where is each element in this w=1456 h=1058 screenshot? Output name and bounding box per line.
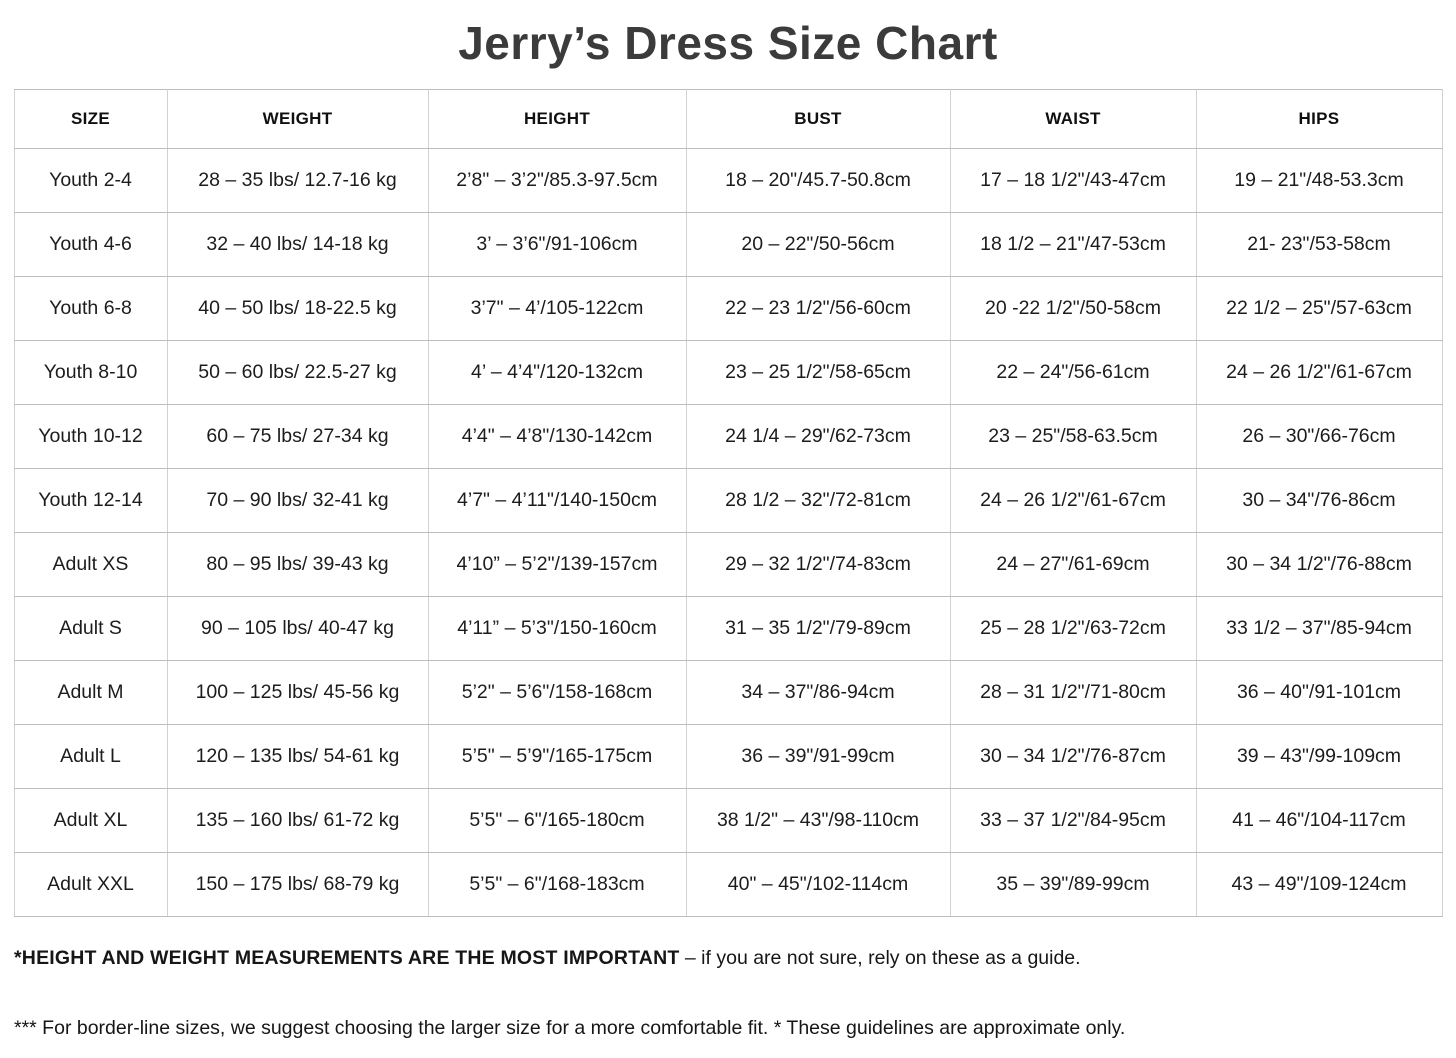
table-cell: 100 – 125 lbs/ 45-56 kg — [166, 660, 429, 725]
table-cell: 5’5" – 6"/165-180cm — [427, 788, 687, 853]
table-cell: 80 – 95 lbs/ 39-43 kg — [166, 532, 429, 597]
table-row: Adult XS 80 – 95 lbs/ 39-43 kg 4’10” – 5’2… — [13, 532, 1443, 597]
table-cell: 22 – 23 1/2"/56-60cm — [685, 276, 951, 341]
table-cell: 24 – 27"/61-69cm — [949, 532, 1197, 597]
table-cell: 4’10” – 5’2"/139-157cm — [427, 532, 687, 597]
column-header: BUST — [685, 89, 951, 149]
table-cell: 24 – 26 1/2"/61-67cm — [1195, 340, 1443, 405]
table-cell: 4’11” – 5’3"/150-160cm — [427, 596, 687, 661]
table-cell: 34 – 37"/86-94cm — [685, 660, 951, 725]
table-cell: 35 – 39"/89-99cm — [949, 852, 1197, 917]
size-cell: Youth 6-8 — [13, 276, 168, 341]
size-cell: Youth 4-6 — [13, 212, 168, 277]
table-cell: 4’ – 4’4"/120-132cm — [427, 340, 687, 405]
table-cell: 20 – 22"/50-56cm — [685, 212, 951, 277]
table-cell: 25 – 28 1/2"/63-72cm — [949, 596, 1197, 661]
table-cell: 120 – 135 lbs/ 54-61 kg — [166, 724, 429, 789]
size-cell: Youth 12-14 — [13, 468, 168, 533]
page-title: Jerry’s Dress Size Chart — [458, 17, 998, 69]
table-cell: 33 1/2 – 37"/85-94cm — [1195, 596, 1443, 661]
table-cell: 30 – 34"/76-86cm — [1195, 468, 1443, 533]
table-row: Adult XL 135 – 160 lbs/ 61-72 kg 5’5" – 6"… — [13, 788, 1443, 853]
table-cell: 60 – 75 lbs/ 27-34 kg — [166, 404, 429, 469]
table-cell: 20 -22 1/2"/50-58cm — [949, 276, 1197, 341]
table-cell: 21- 23"/53-58cm — [1195, 212, 1443, 277]
table-cell: 28 1/2 – 32"/72-81cm — [685, 468, 951, 533]
table-cell: 32 – 40 lbs/ 14-18 kg — [166, 212, 429, 277]
table-cell: 26 – 30"/66-76cm — [1195, 404, 1443, 469]
column-header: WEIGHT — [166, 89, 429, 149]
table-row: Adult S 90 – 105 lbs/ 40-47 kg 4’11” – 5’3… — [13, 596, 1443, 661]
table-cell: 19 – 21"/48-53.3cm — [1195, 148, 1443, 213]
table-cell: 28 – 35 lbs/ 12.7-16 kg — [166, 148, 429, 213]
table-cell: 41 – 46"/104-117cm — [1195, 788, 1443, 853]
column-header: SIZE — [13, 89, 168, 149]
table-row: Youth 10-12 60 – 75 lbs/ 27-34 kg 4’4" – 4… — [13, 404, 1443, 469]
size-cell: Youth 8-10 — [13, 340, 168, 405]
table-cell: 38 1/2" – 43"/98-110cm — [685, 788, 951, 853]
table-row: Youth 6-8 40 – 50 lbs/ 18-22.5 kg 3’7" – 4… — [13, 276, 1443, 341]
table-row: Adult L 120 – 135 lbs/ 54-61 kg 5’5" – 5’9… — [13, 724, 1443, 789]
table-row: Youth 8-10 50 – 60 lbs/ 22.5-27 kg 4’ – 4’… — [13, 340, 1443, 405]
table-cell: 33 – 37 1/2"/84-95cm — [949, 788, 1197, 853]
table-body: Youth 2-4 28 – 35 lbs/ 12.7-16 kg 2’8" – 3… — [13, 148, 1443, 917]
table-cell: 70 – 90 lbs/ 32-41 kg — [166, 468, 429, 533]
table-cell: 23 – 25 1/2"/58-65cm — [685, 340, 951, 405]
table-cell: 50 – 60 lbs/ 22.5-27 kg — [166, 340, 429, 405]
table-cell: 18 – 20"/45.7-50.8cm — [685, 148, 951, 213]
size-cell: Adult S — [13, 596, 168, 661]
size-cell: Adult XL — [13, 788, 168, 853]
table-cell: 5’5" – 6"/168-183cm — [427, 852, 687, 917]
table-cell: 5’5" – 5’9"/165-175cm — [427, 724, 687, 789]
table-cell: 4’7" – 4’11"/140-150cm — [427, 468, 687, 533]
table-cell: 29 – 32 1/2"/74-83cm — [685, 532, 951, 597]
footnote-rest-text: – if you are not sure, rely on these as … — [679, 947, 1081, 969]
header-row: SIZE WEIGHT HEIGHT BUST WAIST HIPS — [13, 89, 1443, 149]
table-cell: 4’4" – 4’8"/130-142cm — [427, 404, 687, 469]
table-cell: 23 – 25"/58-63.5cm — [949, 404, 1197, 469]
size-cell: Adult L — [13, 724, 168, 789]
table-cell: 135 – 160 lbs/ 61-72 kg — [166, 788, 429, 853]
table-row: Youth 2-4 28 – 35 lbs/ 12.7-16 kg 2’8" – 3… — [13, 148, 1443, 213]
size-cell: Adult M — [13, 660, 168, 725]
table-cell: 30 – 34 1/2"/76-87cm — [949, 724, 1197, 789]
table-cell: 36 – 39"/91-99cm — [685, 724, 951, 789]
column-header: HIPS — [1195, 89, 1443, 149]
size-cell: Youth 2-4 — [13, 148, 168, 213]
footnotes: *HEIGHT AND WEIGHT MEASUREMENTS ARE THE … — [14, 946, 1442, 1040]
table-cell: 17 – 18 1/2"/43-47cm — [949, 148, 1197, 213]
table-cell: 39 – 43"/99-109cm — [1195, 724, 1443, 789]
table-row: Youth 12-14 70 – 90 lbs/ 32-41 kg 4’7" – 4… — [13, 468, 1443, 533]
table-cell: 3’ – 3’6"/91-106cm — [427, 212, 687, 277]
size-cell: Adult XXL — [13, 852, 168, 917]
table-cell: 3’7" – 4’/105-122cm — [427, 276, 687, 341]
table-cell: 18 1/2 – 21"/47-53cm — [949, 212, 1197, 277]
table-cell: 22 – 24"/56-61cm — [949, 340, 1197, 405]
size-chart-table: SIZE WEIGHT HEIGHT BUST WAIST HIPS Youth 2-4 2… — [13, 89, 1443, 917]
table-cell: 90 – 105 lbs/ 40-47 kg — [166, 596, 429, 661]
footnote-height-weight: *HEIGHT AND WEIGHT MEASUREMENTS ARE THE … — [14, 946, 1442, 970]
footnote-bold-text: *HEIGHT AND WEIGHT MEASUREMENTS ARE THE … — [14, 947, 680, 969]
column-header: WAIST — [949, 89, 1197, 149]
size-cell: Youth 10-12 — [13, 404, 168, 469]
size-cell: Adult XS — [13, 532, 168, 597]
table-cell: 24 – 26 1/2"/61-67cm — [949, 468, 1197, 533]
table-cell: 2’8" – 3’2"/85.3-97.5cm — [427, 148, 687, 213]
table-cell: 43 – 49"/109-124cm — [1195, 852, 1443, 917]
table-cell: 24 1/4 – 29"/62-73cm — [685, 404, 951, 469]
table-cell: 150 – 175 lbs/ 68-79 kg — [166, 852, 429, 917]
table-cell: 40" – 45"/102-114cm — [685, 852, 951, 917]
table-cell: 40 – 50 lbs/ 18-22.5 kg — [166, 276, 429, 341]
table-row: Youth 4-6 32 – 40 lbs/ 14-18 kg 3’ – 3’6"/… — [13, 212, 1443, 277]
table-cell: 22 1/2 – 25"/57-63cm — [1195, 276, 1443, 341]
table-cell: 31 – 35 1/2"/79-89cm — [685, 596, 951, 661]
table-cell: 28 – 31 1/2"/71-80cm — [949, 660, 1197, 725]
table-cell: 30 – 34 1/2"/76-88cm — [1195, 532, 1443, 597]
footnote-borderline-sizes: *** For border-line sizes, we suggest ch… — [14, 1017, 1126, 1039]
table-cell: 5’2" – 5’6"/158-168cm — [427, 660, 687, 725]
table-row: Adult XXL 150 – 175 lbs/ 68-79 kg 5’5" – 6… — [13, 852, 1443, 917]
table-cell: 36 – 40"/91-101cm — [1195, 660, 1443, 725]
table-row: Adult M 100 – 125 lbs/ 45-56 kg 5’2" – 5’6… — [13, 660, 1443, 725]
column-header: HEIGHT — [427, 89, 687, 149]
